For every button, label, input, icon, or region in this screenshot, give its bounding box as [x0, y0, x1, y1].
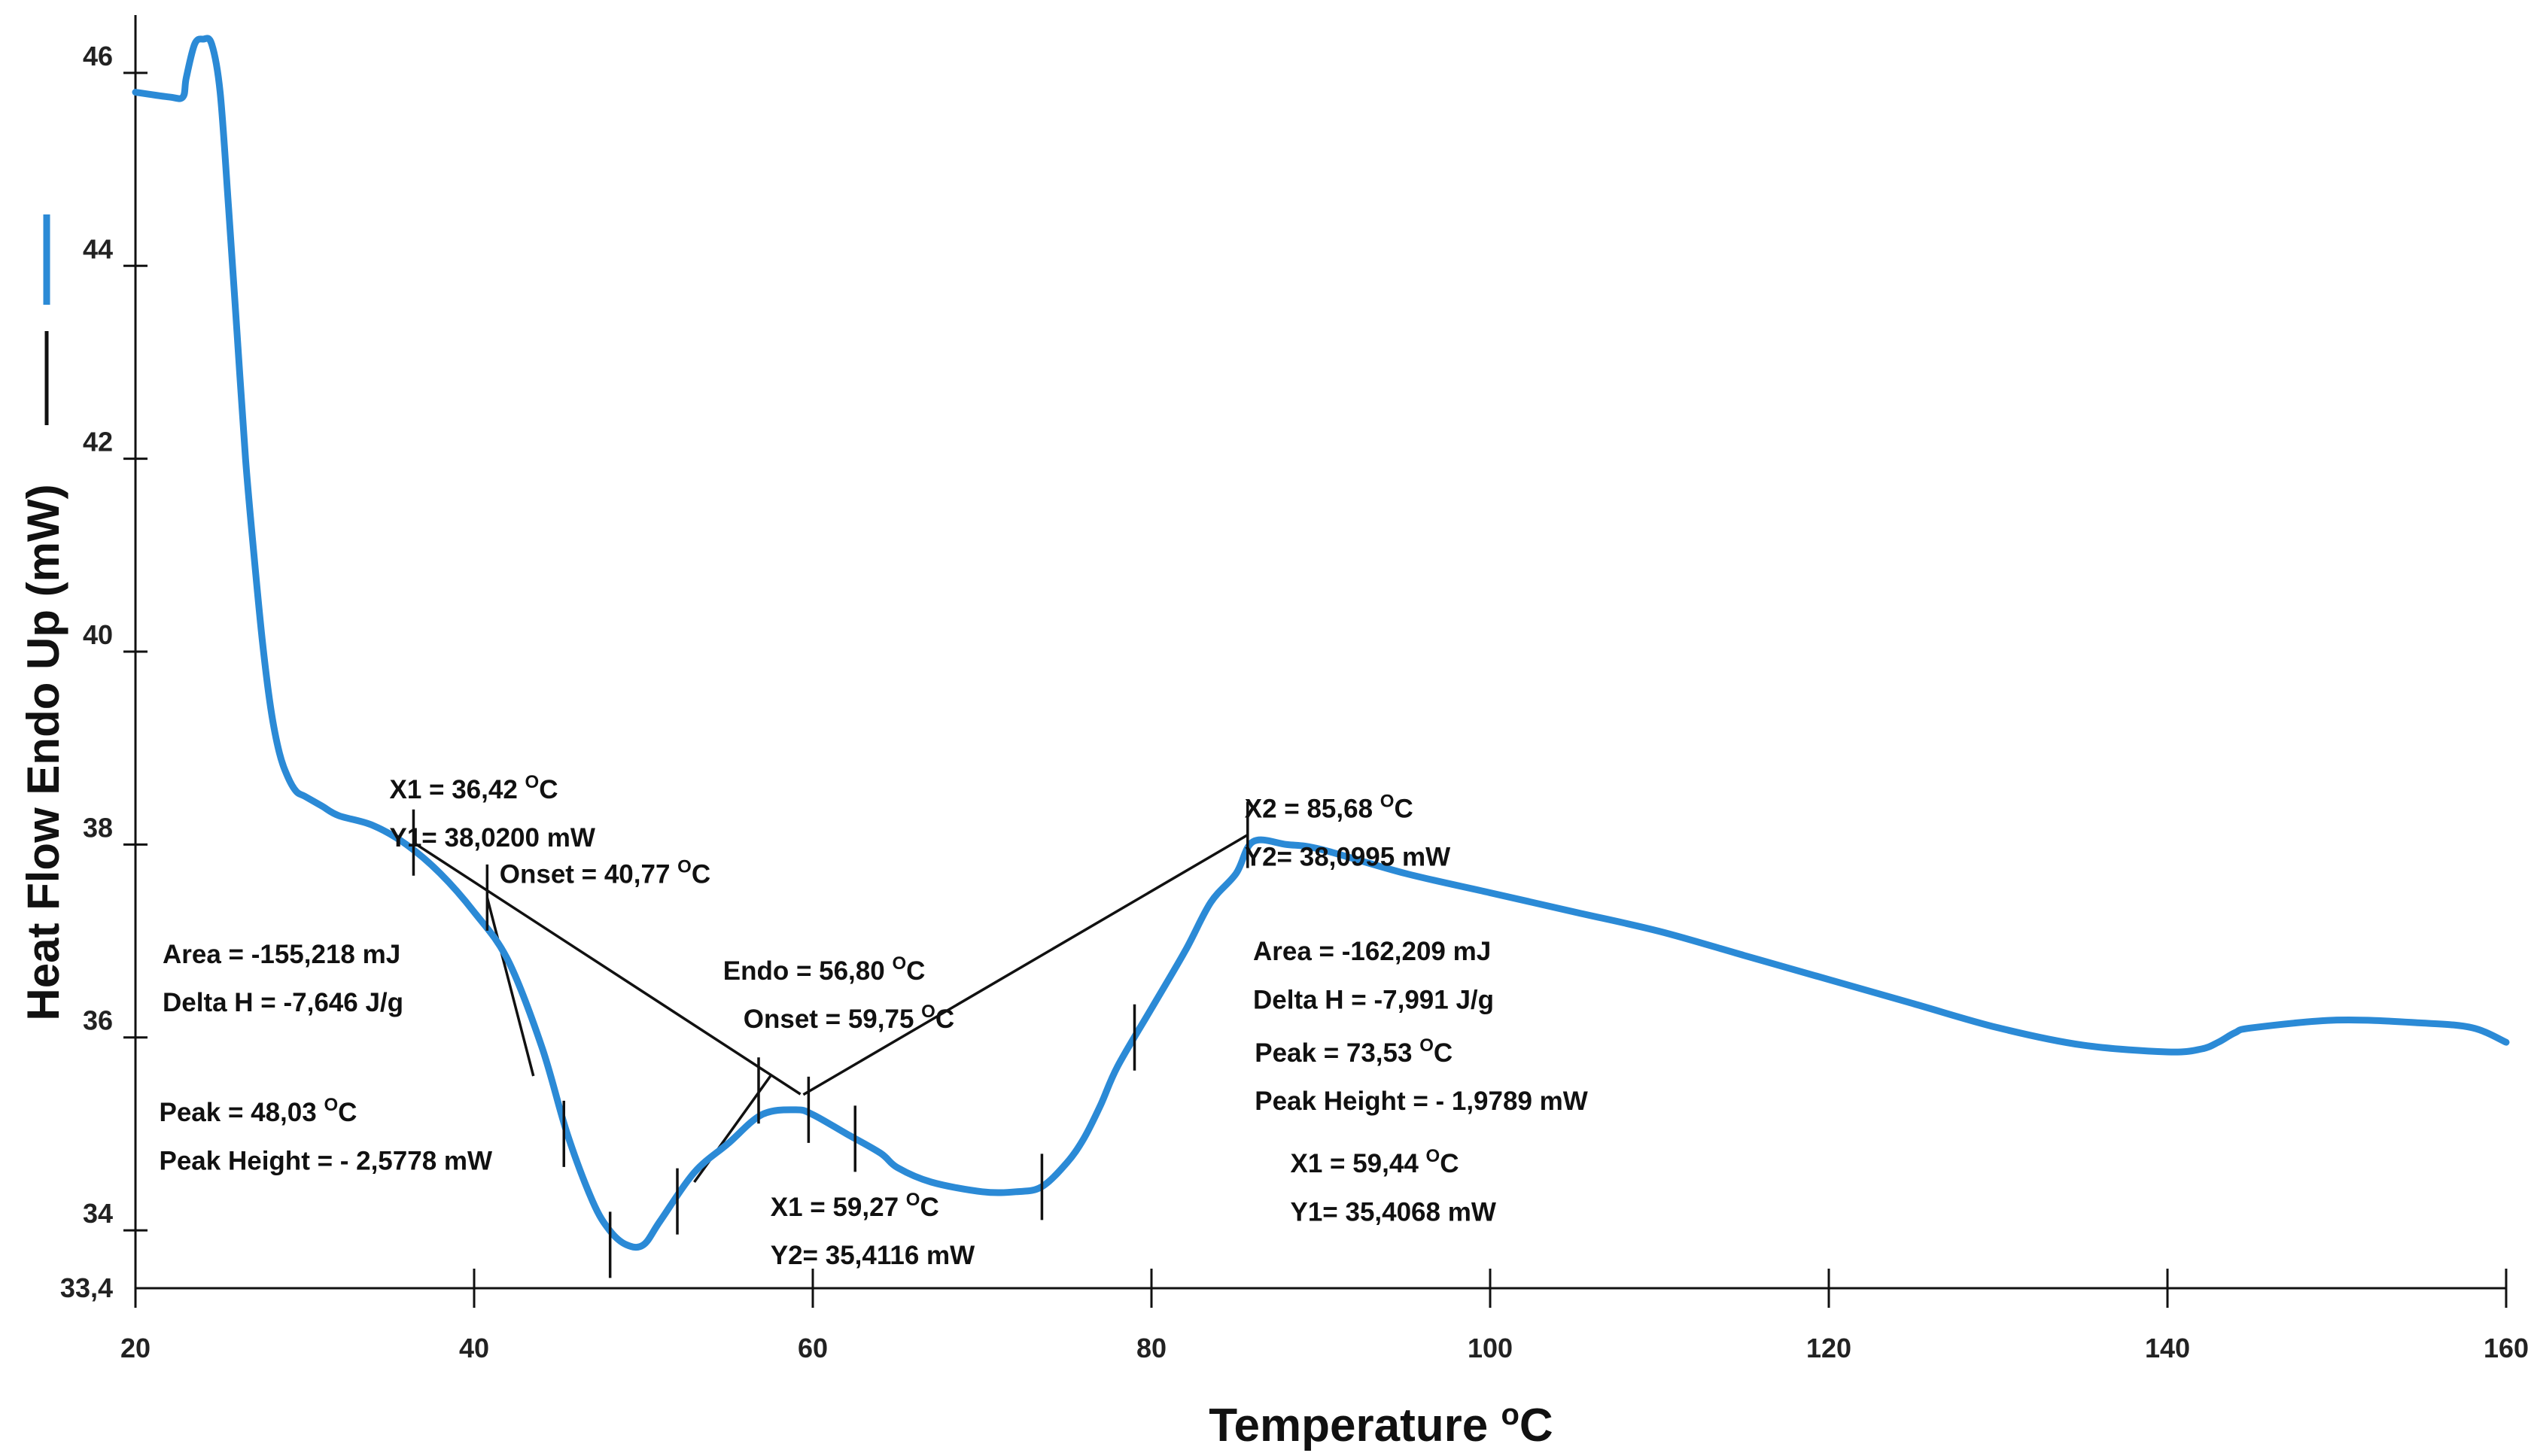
y-tick-label: 36 [83, 1005, 113, 1036]
series-line-heat-flow [132, 35, 2510, 1251]
peakheight-right-label: Peak Height = - 1,9789 mW [1255, 1087, 1588, 1116]
annot-text: Peak Height = - 1,9789 mW [1255, 1087, 1588, 1116]
x1-left-label: X1 = 36,42 OC [390, 772, 558, 804]
annot-unit: C [1440, 1149, 1459, 1178]
annot-text: Delta H = -7,991 J/g [1253, 985, 1494, 1014]
annot-text: Endo = 56,80 [723, 956, 893, 986]
markers [412, 801, 1249, 1278]
x-axis-title-main: Temperature [1209, 1400, 1501, 1451]
y2-mid-label: Y2= 35,4116 mW [771, 1241, 975, 1270]
annot-text: Onset = 59,75 [744, 1005, 921, 1034]
x-tick-label: 40 [459, 1333, 489, 1363]
area-left-label: Area = -155,218 mJ [163, 940, 400, 969]
annot-text: Y1= 38,0200 mW [390, 823, 595, 853]
x-tick-label: 160 [2484, 1333, 2529, 1363]
baseline-2 [802, 834, 1249, 1096]
x-axis-title-degree: o [1501, 1398, 1519, 1431]
x-axis-title: Temperature oC [1209, 1398, 1553, 1451]
annot-degree-sup: O [324, 1095, 338, 1115]
x-tick-label: 100 [1468, 1333, 1513, 1363]
deltah-left-label: Delta H = -7,646 J/g [163, 988, 403, 1017]
peak-left-label: Peak = 48,03 OC [160, 1095, 357, 1127]
y2-right-label: Y2= 38,0995 mW [1245, 843, 1450, 872]
y1-right-label: Y1= 35,4068 mW [1291, 1197, 1496, 1227]
onset-tangent-1 [485, 897, 535, 1077]
annot-unit: C [338, 1098, 357, 1127]
annot-degree-sup: O [525, 772, 540, 792]
y-tick-label: 38 [83, 812, 113, 843]
peak-right-label: Peak = 73,53 OC [1255, 1035, 1453, 1068]
x-tick-label: 120 [1806, 1333, 1851, 1363]
x1-right-label: X1 = 59,44 OC [1291, 1146, 1459, 1178]
annot-unit: C [1394, 794, 1413, 823]
x-tick-label: 20 [120, 1333, 151, 1363]
baseline-1 [412, 841, 802, 1096]
endo-label: Endo = 56,80 OC [723, 953, 926, 986]
annot-text: Delta H = -7,646 J/g [163, 988, 403, 1017]
peakheight-left-label: Peak Height = - 2,5778 mW [160, 1146, 493, 1175]
series [132, 35, 2510, 1251]
annot-text: Y2= 38,0995 mW [1245, 843, 1450, 872]
y-tick-label: 42 [83, 427, 113, 457]
annot-unit: C [906, 956, 925, 986]
annot-degree-sup: O [892, 953, 906, 974]
y-tick-label: 44 [83, 233, 113, 264]
annot-degree-sup: O [677, 857, 692, 877]
annot-degree-sup: O [906, 1190, 920, 1210]
annot-unit: C [539, 775, 558, 804]
y-tick-label: 40 [83, 619, 113, 650]
annot-text: X1 = 36,42 [390, 775, 525, 804]
axes: 20 40 60 80 100 120 140 160 33,4 34 36 38 40 42 44 46 [43, 15, 2529, 1363]
area-right-label: Area = -162,209 mJ [1253, 937, 1491, 966]
x-axis-title-unit: C [1519, 1400, 1553, 1451]
annot-text: Peak = 73,53 [1255, 1038, 1419, 1068]
onset-left-label: Onset = 40,77 OC [500, 857, 710, 889]
annot-text: Area = -162,209 mJ [1253, 937, 1491, 966]
x1-mid-label: X1 = 59,27 OC [771, 1190, 939, 1222]
x2-right-label: X2 = 85,68 OC [1245, 791, 1413, 823]
annot-text: X1 = 59,27 [771, 1193, 906, 1222]
x-tick-label: 60 [798, 1333, 828, 1363]
annot-degree-sup: O [1426, 1146, 1440, 1166]
annot-text: X1 = 59,44 [1291, 1149, 1426, 1178]
annot-unit: C [692, 860, 710, 889]
y-tick-label: 34 [83, 1198, 113, 1229]
annot-unit: C [920, 1193, 938, 1222]
y1-left-label: Y1= 38,0200 mW [390, 823, 595, 853]
annot-text: Peak = 48,03 [160, 1098, 324, 1127]
annot-text: Y1= 35,4068 mW [1291, 1197, 1496, 1227]
x-tick-label: 80 [1136, 1333, 1167, 1363]
annot-text: X2 = 85,68 [1245, 794, 1380, 823]
x-tick-label: 140 [2145, 1333, 2190, 1363]
annot-degree-sup: O [921, 1002, 935, 1022]
annot-text: Y2= 35,4116 mW [771, 1241, 975, 1270]
annot-unit: C [1434, 1038, 1453, 1068]
annot-text: Area = -155,218 mJ [163, 940, 400, 969]
y-axis-title: Heat Flow Endo Up (mW) [18, 484, 68, 1020]
annot-text: Onset = 40,77 [500, 860, 677, 889]
annot-unit: C [935, 1005, 954, 1034]
annot-degree-sup: O [1380, 791, 1395, 811]
y-tick-label: 33,4 [60, 1272, 113, 1303]
onset-mid-label: Onset = 59,75 OC [744, 1002, 954, 1034]
annot-text: Peak Height = - 2,5778 mW [160, 1146, 493, 1175]
y-tick-label: 46 [83, 41, 113, 71]
deltah-right-label: Delta H = -7,991 J/g [1253, 985, 1494, 1014]
annot-degree-sup: O [1419, 1035, 1434, 1056]
